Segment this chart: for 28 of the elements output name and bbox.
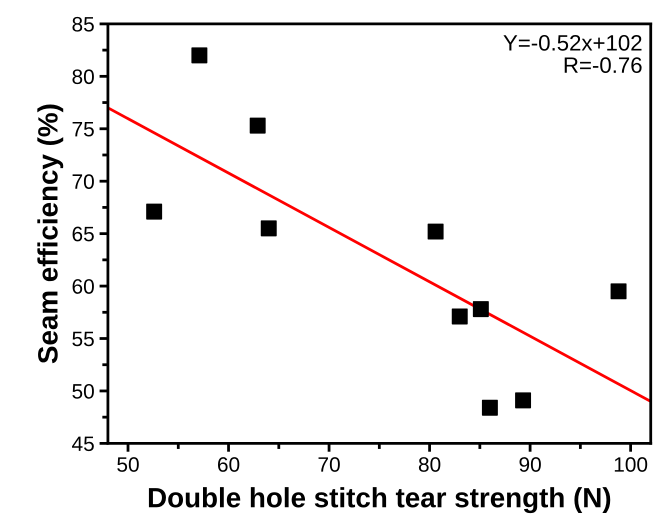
x-axis-title: Double hole stitch tear strength (N) — [148, 487, 610, 514]
x-tick-label: 60 — [218, 457, 240, 472]
point — [482, 400, 498, 416]
y-tick-label: 60 — [72, 279, 94, 294]
x-tick-label: 90 — [519, 457, 541, 472]
x-tick-label: 80 — [418, 457, 440, 472]
y-tick-label: 65 — [72, 226, 94, 242]
annotation: Y=-0.52x+102 R=-0.76 — [503, 34, 642, 74]
point — [472, 301, 489, 318]
point — [428, 224, 444, 240]
point — [610, 283, 627, 300]
y-tick-label: 45 — [72, 436, 94, 452]
point — [191, 47, 208, 64]
point — [452, 308, 468, 324]
y-tick-label: 55 — [72, 332, 94, 346]
point — [250, 118, 266, 134]
point — [146, 204, 162, 220]
point — [515, 392, 532, 408]
x-tick-label: 70 — [318, 457, 340, 472]
y-tick-label: 50 — [72, 384, 94, 399]
y-tick-label: 75 — [72, 122, 94, 137]
x-tick-label: 50 — [117, 457, 139, 472]
y-tick-label: 85 — [72, 16, 94, 32]
x-tick-label: 100 — [614, 457, 648, 472]
y-tick-label: 80 — [72, 69, 94, 84]
y-axis-title: Seam efficiency (%) — [37, 104, 64, 364]
point — [260, 220, 277, 236]
y-tick-label: 70 — [72, 174, 94, 189]
